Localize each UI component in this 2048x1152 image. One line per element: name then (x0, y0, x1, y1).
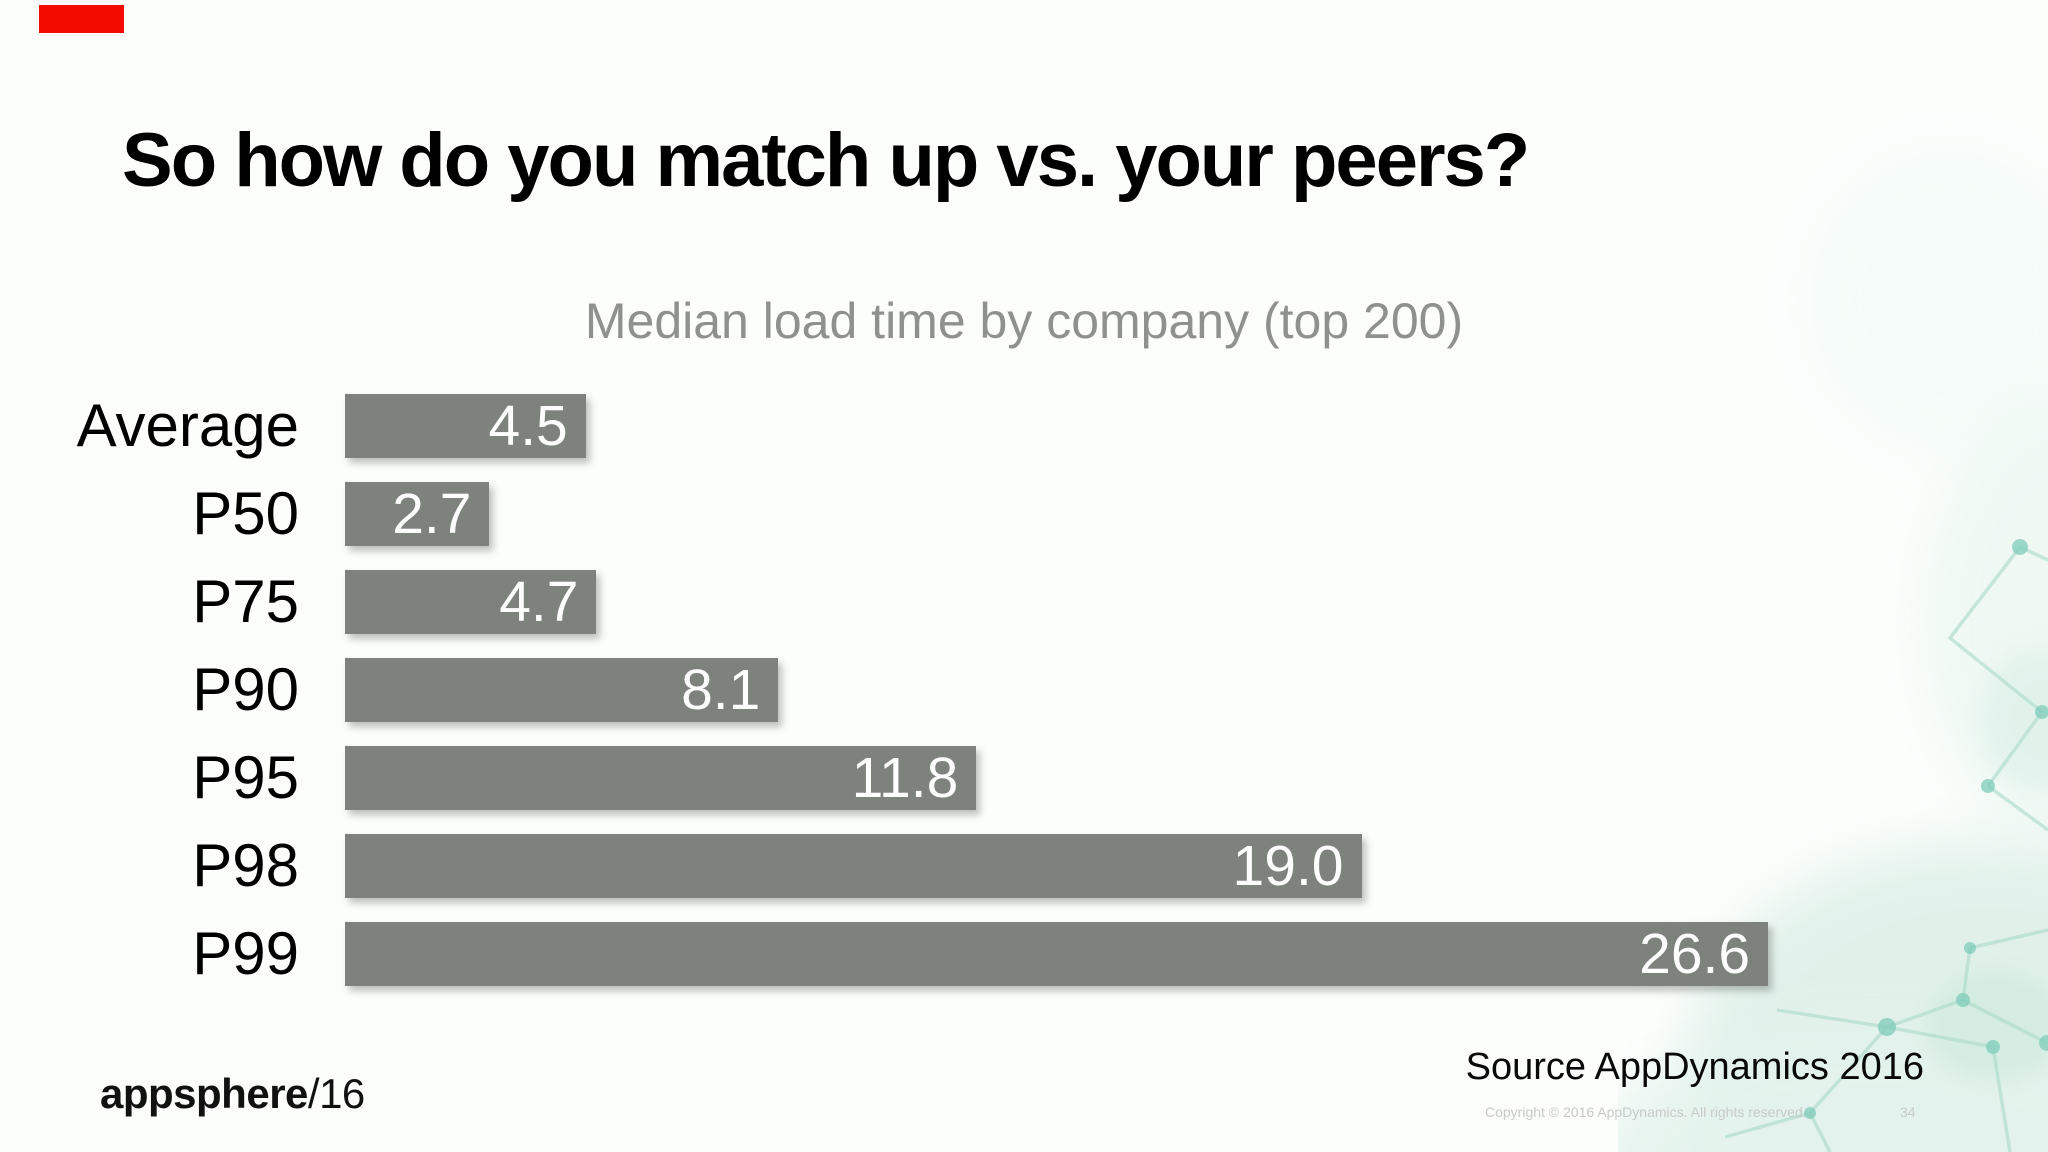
chart-row: P75 4.7 (0, 570, 2048, 634)
chart-row: P95 11.8 (0, 746, 2048, 810)
bar: 11.8 (345, 745, 977, 810)
category-label: P90 (192, 656, 299, 723)
category-label: P95 (192, 744, 299, 811)
red-corner-accent (39, 5, 124, 33)
category-label: P98 (192, 832, 299, 899)
category-label: P50 (192, 480, 299, 547)
bar-chart: Average 4.5 P50 2.7 P75 4.7 P90 8.1 P95 11.8 P98 19… (0, 394, 2048, 1010)
bar: 2.7 (345, 481, 490, 546)
slide-title: So how do you match up vs. your peers? (122, 117, 1530, 203)
bar: 4.5 (345, 394, 586, 458)
bar: 4.7 (345, 569, 597, 634)
chart-row: P50 2.7 (0, 482, 2048, 546)
logo-brand-text: appsphere (100, 1070, 308, 1117)
chart-title: Median load time by company (top 200) (584, 293, 1464, 349)
bar-value-label: 4.5 (488, 393, 568, 458)
chart-row: Average 4.5 (0, 394, 2048, 458)
bar-value-label: 11.8 (851, 745, 959, 810)
bar-value-label: 8.1 (681, 657, 761, 722)
chart-row: P99 26.6 (0, 922, 2048, 986)
appsphere-logo: appsphere/16 (100, 1070, 365, 1118)
bar: 26.6 (345, 921, 1769, 986)
copyright-text: Copyright © 2016 AppDynamics. All rights… (1485, 1104, 1807, 1120)
category-label: P75 (192, 568, 299, 635)
logo-year-text: /16 (307, 1070, 365, 1117)
bar: 19.0 (345, 834, 1362, 898)
bar: 8.1 (345, 657, 779, 722)
bar-value-label: 4.7 (499, 569, 579, 634)
bar-value-label: 2.7 (392, 481, 472, 546)
chart-row: P98 19.0 (0, 834, 2048, 898)
bar-value-label: 19.0 (1232, 833, 1344, 898)
source-attribution: Source AppDynamics 2016 (1465, 1046, 1924, 1088)
chart-row: P90 8.1 (0, 658, 2048, 722)
category-label: Average (76, 392, 299, 459)
bar-value-label: 26.6 (1639, 921, 1751, 986)
category-label: P99 (192, 920, 299, 987)
page-number: 34 (1900, 1104, 1916, 1120)
